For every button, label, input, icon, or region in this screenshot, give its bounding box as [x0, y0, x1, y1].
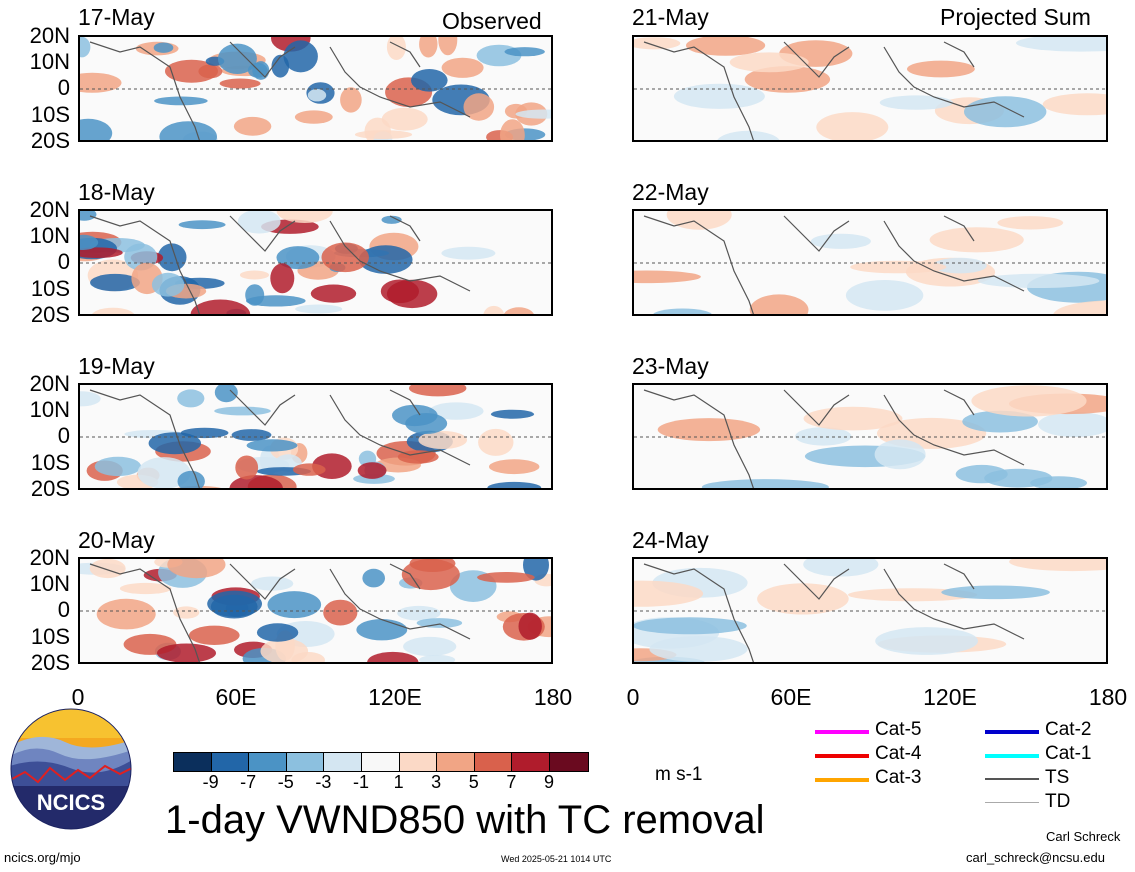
map-field [634, 385, 1106, 488]
colorbar-tick-label: 3 [431, 772, 442, 792]
colorbar-swatch [249, 753, 287, 771]
lon-label-right-0: 0 [626, 684, 640, 710]
colorbar-tick-label: -7 [240, 772, 257, 792]
lat-label: 0 [57, 423, 70, 448]
logo-text: NCICS [36, 790, 106, 815]
legend-line [985, 802, 1039, 803]
colorbar-swatch [399, 753, 438, 771]
colorbar-tick-label: 5 [468, 772, 479, 792]
lat-label: 10N [29, 49, 70, 74]
map-panel-17-may [78, 35, 553, 142]
map-field [634, 37, 1106, 140]
legend-label: Cat-5 [875, 719, 922, 740]
map-field [80, 385, 551, 488]
lon-label-left-180: 180 [533, 684, 573, 710]
colorbar-tick-label: 7 [506, 772, 517, 792]
colorbar-swatch [437, 753, 475, 771]
lon-label-left-120e: 120E [368, 684, 422, 710]
legend-label: Cat-2 [1045, 719, 1092, 740]
ncics-logo: NCICS [10, 708, 132, 830]
legend-label: TS [1045, 767, 1070, 788]
colorbar-swatch [512, 753, 550, 771]
colorbar-swatch [474, 753, 513, 771]
legend-line [985, 778, 1039, 780]
colorbar-tick-label: -1 [352, 772, 369, 792]
map-field [80, 211, 551, 314]
lon-label-left-0: 0 [71, 684, 85, 710]
legend-line [985, 730, 1039, 734]
units-label: m s-1 [655, 764, 703, 785]
panel-date-right-4: 24-May [632, 527, 709, 553]
lat-label: 0 [57, 597, 70, 622]
lat-label: 20N [29, 197, 70, 222]
map-field [80, 37, 551, 140]
lon-label-right-180: 180 [1088, 684, 1128, 710]
main-title: 1-day VWND850 with TC removal [165, 798, 765, 842]
map-panel-22-may [632, 209, 1108, 316]
map-panel-21-may [632, 35, 1108, 142]
lat-label: 10S [30, 624, 70, 649]
map-field [634, 211, 1106, 314]
colorbar-swatch [361, 753, 400, 771]
lat-label: 20S [30, 650, 70, 675]
panel-date-right-1: 21-May [632, 4, 709, 30]
map-panel-20-may [78, 557, 553, 664]
lon-label-right-120e: 120E [923, 684, 977, 710]
panel-date-left-4: 20-May [78, 527, 155, 553]
map-panel-19-may [78, 383, 553, 490]
colorbar-tick-label: -9 [202, 772, 219, 792]
footer-author: Carl Schreck [1046, 829, 1121, 844]
panel-date-left-1: 17-May [78, 4, 155, 30]
map-field [634, 559, 1106, 662]
legend-label: TD [1045, 791, 1071, 812]
observed-header: Observed [442, 8, 542, 34]
legend-line [815, 754, 869, 758]
colorbar-tick-label: 1 [393, 772, 404, 792]
colorbar-swatch [286, 753, 325, 771]
panel-date-right-3: 23-May [632, 353, 709, 379]
legend-label: Cat-1 [1045, 743, 1092, 764]
lat-label: 10S [30, 102, 70, 127]
lat-label: 0 [57, 75, 70, 100]
map-panel-18-may [78, 209, 553, 316]
colorbar-tick-label: 9 [543, 772, 554, 792]
colorbar-swatch [174, 753, 212, 771]
footer-timestamp: Wed 2025-05-21 1014 UTC [501, 854, 612, 864]
lat-label: 10S [30, 450, 70, 475]
lat-label: 0 [57, 249, 70, 274]
legend-label: Cat-3 [875, 767, 922, 788]
lon-label-left-60e: 60E [215, 684, 257, 710]
footer-email: carl_schreck@ncsu.edu [966, 850, 1105, 865]
lon-label-right-60e: 60E [770, 684, 812, 710]
map-field [80, 559, 551, 662]
lat-label: 20S [30, 128, 70, 153]
lat-label: 20S [30, 302, 70, 327]
footer-url: ncics.org/mjo [4, 850, 81, 865]
panel-date-left-2: 18-May [78, 179, 155, 205]
map-panel-23-may [632, 383, 1108, 490]
colorbar-tick-label: -5 [277, 772, 294, 792]
colorbar-tick-label: -3 [315, 772, 332, 792]
lat-label: 10N [29, 397, 70, 422]
panel-date-right-2: 22-May [632, 179, 709, 205]
lat-label: 20S [30, 476, 70, 501]
panel-date-left-3: 19-May [78, 353, 155, 379]
lat-label: 20N [29, 23, 70, 48]
colorbar [173, 752, 589, 772]
legend-line [815, 730, 869, 734]
lat-label: 10N [29, 571, 70, 596]
legend-label: Cat-4 [875, 743, 922, 764]
colorbar-swatch [211, 753, 250, 771]
colorbar-swatch [549, 753, 588, 771]
colorbar-swatch [324, 753, 362, 771]
lat-label: 20N [29, 545, 70, 570]
lat-label: 10S [30, 276, 70, 301]
projected-sum-header: Projected Sum [940, 4, 1091, 30]
legend-line [985, 754, 1039, 758]
lat-label: 20N [29, 371, 70, 396]
legend-line [815, 778, 869, 782]
map-panel-24-may [632, 557, 1108, 664]
lat-label: 10N [29, 223, 70, 248]
